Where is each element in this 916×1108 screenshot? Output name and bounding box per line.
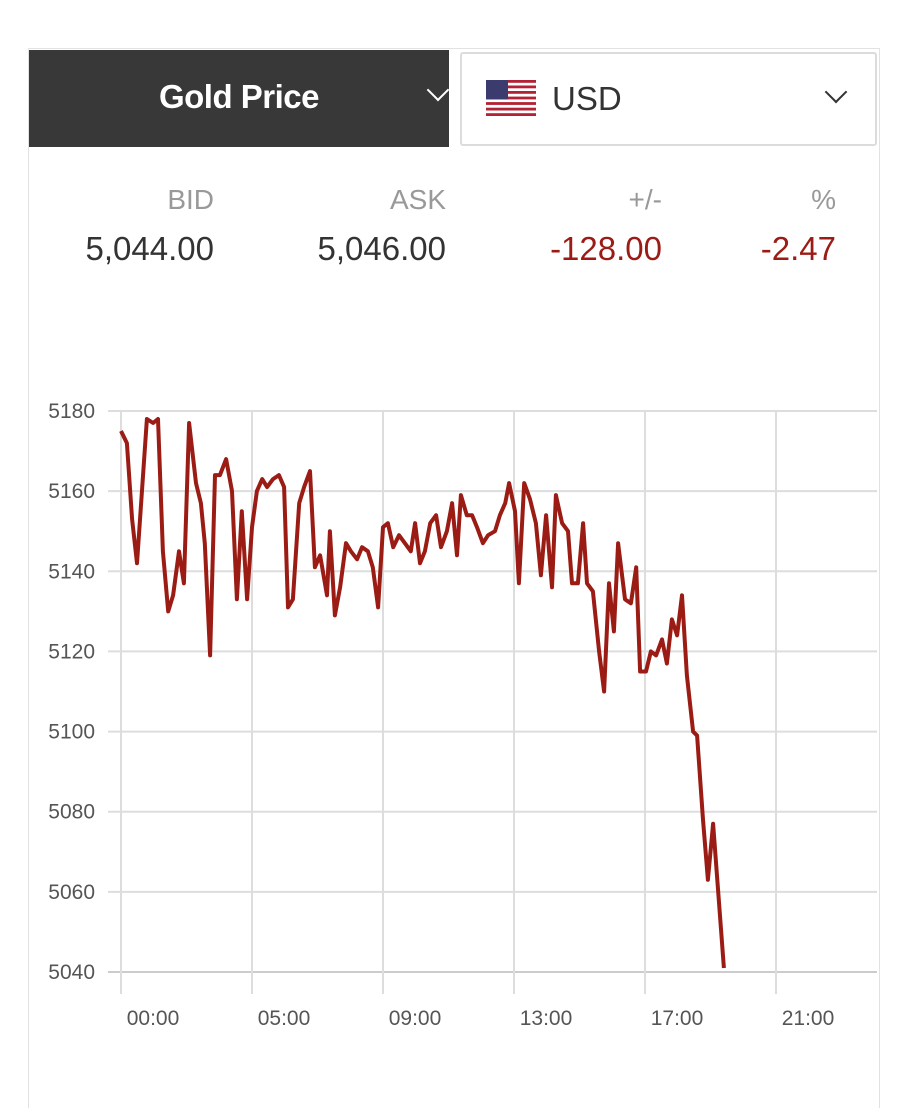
- y-tick-label: 5060: [48, 881, 95, 904]
- price-line: [121, 419, 724, 968]
- y-tick-label: 5100: [48, 721, 95, 744]
- y-tick-label: 5140: [48, 560, 95, 583]
- x-tick-label: 21:00: [782, 1007, 835, 1030]
- y-tick-label: 5080: [48, 801, 95, 824]
- y-tick-label: 5160: [48, 480, 95, 503]
- x-tick-label: 05:00: [258, 1007, 311, 1030]
- x-tick-label: 00:00: [127, 1007, 180, 1030]
- y-tick-label: 5120: [48, 640, 95, 663]
- x-tick-label: 09:00: [389, 1007, 442, 1030]
- x-tick-label: 17:00: [651, 1007, 704, 1030]
- y-tick-label: 5180: [48, 400, 95, 423]
- y-tick-label: 5040: [48, 961, 95, 984]
- x-tick-label: 13:00: [520, 1007, 573, 1030]
